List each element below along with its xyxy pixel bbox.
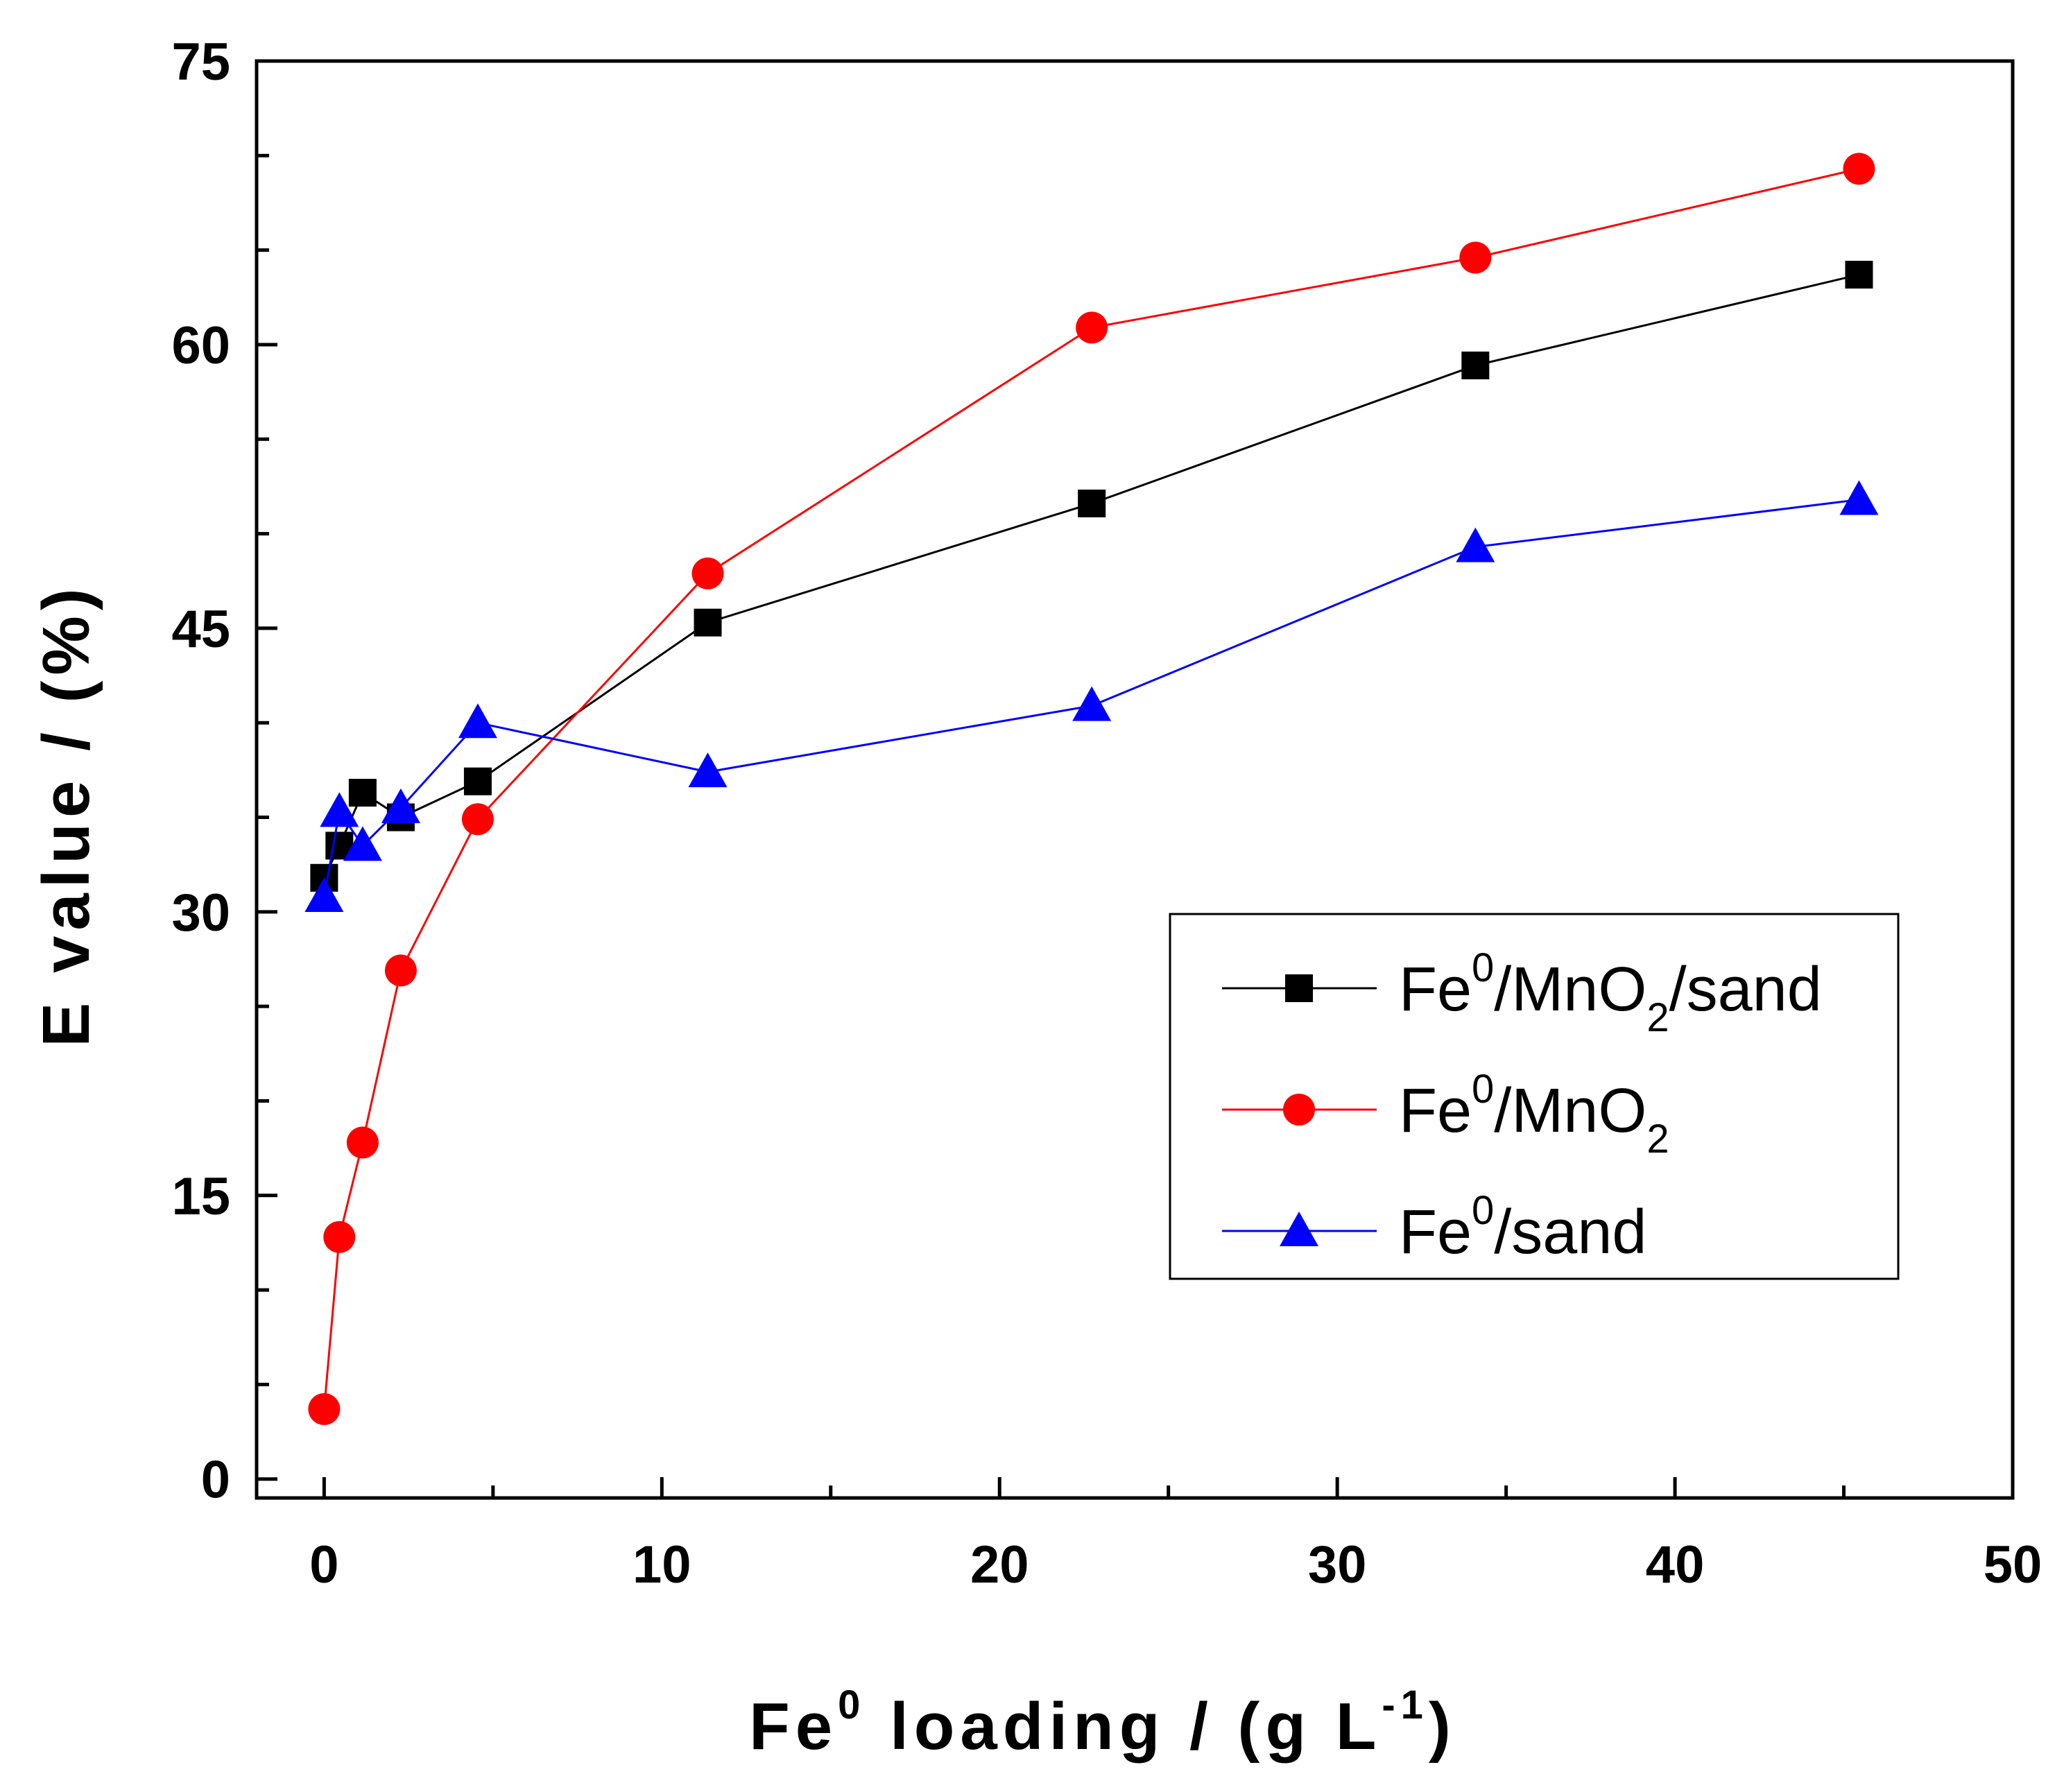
series-circle [308,153,1875,1425]
legend-entry: Fe0/sand [1222,1188,1646,1267]
data-point [323,1221,356,1253]
legend-label-part: 0 [1472,945,1494,990]
data-point [1076,311,1108,344]
series-layer [304,153,1879,1425]
y-axis-ticks: 0 15 30 45 60 75 [171,33,277,1510]
legend-label-part: 2 [1646,995,1669,1040]
data-point [694,608,722,637]
legend-label-part: Fe [1399,955,1472,1024]
data-point [1459,241,1492,274]
legend-label-part: Fe [1399,1076,1472,1146]
x-tick-label: 10 [633,1535,691,1594]
series-triangle [304,480,1879,913]
legend-label-part: /sand [1669,955,1822,1024]
legend-label-part: Fe [1399,1198,1472,1267]
data-point [1456,527,1495,562]
legend-entry: Fe0/MnO2 [1222,1067,1669,1162]
y-axis-title: E value / (%) [29,583,103,1047]
x-axis-title: Fe0 loading / (g L-1) [749,1682,1456,1764]
legend-label-part: 2 [1646,1117,1669,1162]
data-point [1461,351,1490,379]
data-point [343,826,382,861]
legend-label-part: /MnO [1494,1076,1646,1146]
y-tick-label: 0 [201,1451,230,1510]
data-point [1072,686,1112,721]
data-point [461,803,494,836]
legend-label-part: /sand [1494,1198,1646,1267]
data-point [384,954,417,987]
y-tick-label: 75 [171,33,230,92]
data-point [691,557,724,589]
data-point [381,788,420,823]
x-tick-label: 30 [1308,1535,1367,1594]
y-tick-label: 15 [171,1167,230,1226]
data-point [320,792,359,827]
legend-marker [1285,974,1313,1002]
legend-label-part: 0 [1472,1067,1494,1112]
data-point [1845,261,1873,289]
legend-label-part: 0 [1472,1188,1494,1233]
x-axis-title-close: ) [1429,1689,1456,1764]
legend-label: Fe0/MnO2 [1399,1067,1669,1162]
x-axis-title-main: Fe [749,1689,838,1764]
legend-label: Fe0/sand [1399,1188,1646,1267]
data-point [348,779,377,807]
x-tick-label: 40 [1646,1535,1705,1594]
data-point [1839,480,1879,515]
x-axis-title-unit-sup: -1 [1382,1682,1429,1728]
data-point [304,877,344,913]
plot-area-frame [255,59,2015,1500]
data-point [463,767,492,795]
legend-marker [1280,1212,1318,1246]
data-point [688,752,728,788]
y-tick-label: 30 [171,884,230,942]
legend-entry: Fe0/MnO2/sand [1222,945,1822,1040]
y-tick-label: 60 [171,316,230,375]
data-point [1078,489,1106,517]
data-point [308,1393,341,1425]
x-tick-label: 50 [1984,1535,2043,1594]
legend-marker [1283,1094,1315,1126]
x-tick-label: 20 [970,1535,1029,1594]
data-point [458,703,497,739]
x-tick-label: 0 [309,1535,338,1594]
x-axis-title-sup: 0 [838,1682,866,1728]
x-axis-title-tail: loading / (g L [866,1689,1382,1764]
x-axis-ticks: 0 10 20 30 40 50 [309,1477,2042,1594]
data-point [346,1126,379,1159]
y-tick-label: 45 [171,600,230,659]
legend-label-part: /MnO [1494,955,1646,1024]
legend-label: Fe0/MnO2/sand [1399,945,1822,1040]
data-point [1843,153,1875,185]
